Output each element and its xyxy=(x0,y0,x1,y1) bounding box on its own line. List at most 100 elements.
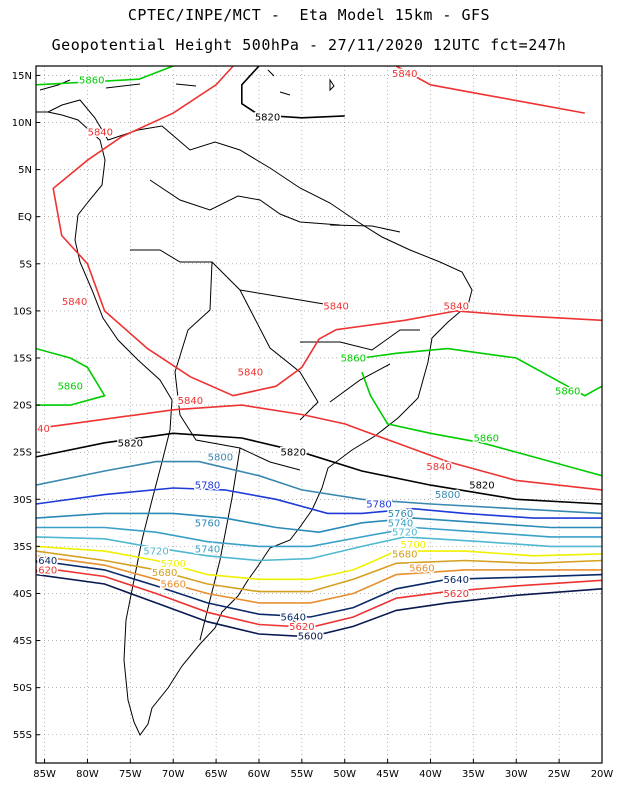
lon-tick-label: 20W xyxy=(591,769,614,780)
contour-label: 5860 xyxy=(79,76,104,87)
lon-tick-label: 70W xyxy=(162,769,185,780)
lon-tick-label: 80W xyxy=(76,769,99,780)
lon-tick-label: 50W xyxy=(333,769,356,780)
lat-tick-label: 10S xyxy=(13,306,32,317)
contour-label: 5720 xyxy=(143,547,168,558)
lon-tick-label: 85W xyxy=(33,769,56,780)
country-borders xyxy=(130,179,420,641)
contour-label: 5620 xyxy=(443,589,468,600)
contour-label: 5860 xyxy=(555,386,580,397)
contour-label: 840 xyxy=(31,424,50,435)
lat-tick-label: 30S xyxy=(13,495,32,506)
lon-tick-label: 45W xyxy=(376,769,399,780)
contour-label: 5800 xyxy=(208,452,233,463)
lat-tick-label: 5N xyxy=(18,165,32,176)
contour-line xyxy=(36,512,602,534)
contour-label: 5760 xyxy=(388,509,413,520)
contour-label: 5660 xyxy=(160,580,185,591)
lon-tick-label: 65W xyxy=(205,769,228,780)
contour-line xyxy=(36,550,602,593)
axis-ticks: 15N 10N 5N EQ 5S 10S 15S 20S 25S 30S 35S 40S 45S 50S 5… xyxy=(12,71,614,780)
lon-tick-label: 25W xyxy=(548,769,571,780)
contour-label: 5820 xyxy=(281,448,306,459)
map-title-line1: CPTEC/INPE/MCT - Eta Model 15km - GFS xyxy=(127,6,491,24)
lat-tick-label: 40S xyxy=(13,589,32,600)
contour-line xyxy=(36,404,602,491)
contour-label: 5820 xyxy=(255,112,280,123)
lon-tick-label: 30W xyxy=(505,769,528,780)
contour-lines xyxy=(36,66,602,638)
lat-tick-label: 25S xyxy=(13,448,32,459)
lat-tick-label: 55S xyxy=(13,730,32,741)
contour-label: 5680 xyxy=(152,568,177,579)
lat-tick-label: 20S xyxy=(13,401,32,412)
contour-label: 5840 xyxy=(88,127,113,138)
contour-label: 5840 xyxy=(426,462,451,473)
central-america-coastline xyxy=(36,79,197,113)
lat-tick-label: EQ xyxy=(18,212,32,223)
contour-label: 5860 xyxy=(341,353,366,364)
contour-label: 5740 xyxy=(388,518,413,529)
contour-label: 5700 xyxy=(160,559,185,570)
contour-label: 5620 xyxy=(289,622,314,633)
lat-tick-label: 50S xyxy=(13,683,32,694)
contour-label: 5800 xyxy=(435,490,460,501)
south-america-coastline xyxy=(46,99,473,736)
contour-line xyxy=(36,347,106,406)
contour-line xyxy=(36,460,602,515)
contour-label: 5820 xyxy=(118,438,143,449)
lat-tick-label: 5S xyxy=(19,259,32,270)
contour-line xyxy=(36,555,602,604)
contour-label: 5860 xyxy=(474,434,499,445)
contour-line xyxy=(241,66,345,119)
lon-tick-label: 60W xyxy=(248,769,271,780)
map-title-line2: Geopotential Height 500hPa - 27/11/2020 … xyxy=(51,36,567,54)
contour-label: 5700 xyxy=(401,540,426,551)
contour-line xyxy=(36,559,602,618)
contour-line xyxy=(36,526,602,548)
contour-label: 5840 xyxy=(323,302,348,313)
contour-line xyxy=(36,566,602,629)
contour-line xyxy=(36,573,602,638)
contour-line xyxy=(36,432,602,505)
lat-tick-label: 45S xyxy=(13,636,32,647)
lat-tick-label: 15N xyxy=(12,71,32,82)
contour-label: 5680 xyxy=(392,549,417,560)
contour-label: 5840 xyxy=(62,297,87,308)
map-frame xyxy=(35,65,603,764)
contour-label: 5780 xyxy=(366,499,391,510)
contour-line xyxy=(361,371,602,477)
contour-label: 5640 xyxy=(281,613,306,624)
lon-tick-label: 35W xyxy=(462,769,485,780)
contour-label: 5760 xyxy=(195,518,220,529)
contour-line xyxy=(361,347,602,397)
contour-label: 5840 xyxy=(443,302,468,313)
contour-label: 5640 xyxy=(443,575,468,586)
contour-labels: 5860 5840 5820 5840 5840 5840 5840 5840 5860 5860… xyxy=(31,68,582,644)
contour-label: 5860 xyxy=(58,382,83,393)
lon-tick-label: 55W xyxy=(291,769,314,780)
contour-label: 5780 xyxy=(195,481,220,492)
lat-tick-label: 10N xyxy=(12,118,32,129)
contour-label: 5740 xyxy=(195,545,220,556)
lon-tick-label: 40W xyxy=(419,769,442,780)
contour-label: 5600 xyxy=(298,631,323,642)
contour-line xyxy=(36,536,602,562)
contour-label: 5840 xyxy=(392,69,417,80)
coastline-borders xyxy=(36,69,473,736)
lon-tick-label: 75W xyxy=(119,769,142,780)
lat-tick-label: 35S xyxy=(13,542,32,553)
contour-label: 5840 xyxy=(238,368,263,379)
contour-line xyxy=(395,66,585,114)
grid-lines xyxy=(36,66,603,763)
contour-label: 5620 xyxy=(32,565,57,576)
contour-line xyxy=(36,66,174,86)
contour-line xyxy=(52,66,602,397)
contour-label: 5660 xyxy=(409,564,434,575)
contour-label: 5840 xyxy=(178,396,203,407)
contour-line xyxy=(36,545,602,581)
contour-label: 5720 xyxy=(392,528,417,539)
islands xyxy=(267,69,335,623)
contour-label: 5820 xyxy=(469,481,494,492)
